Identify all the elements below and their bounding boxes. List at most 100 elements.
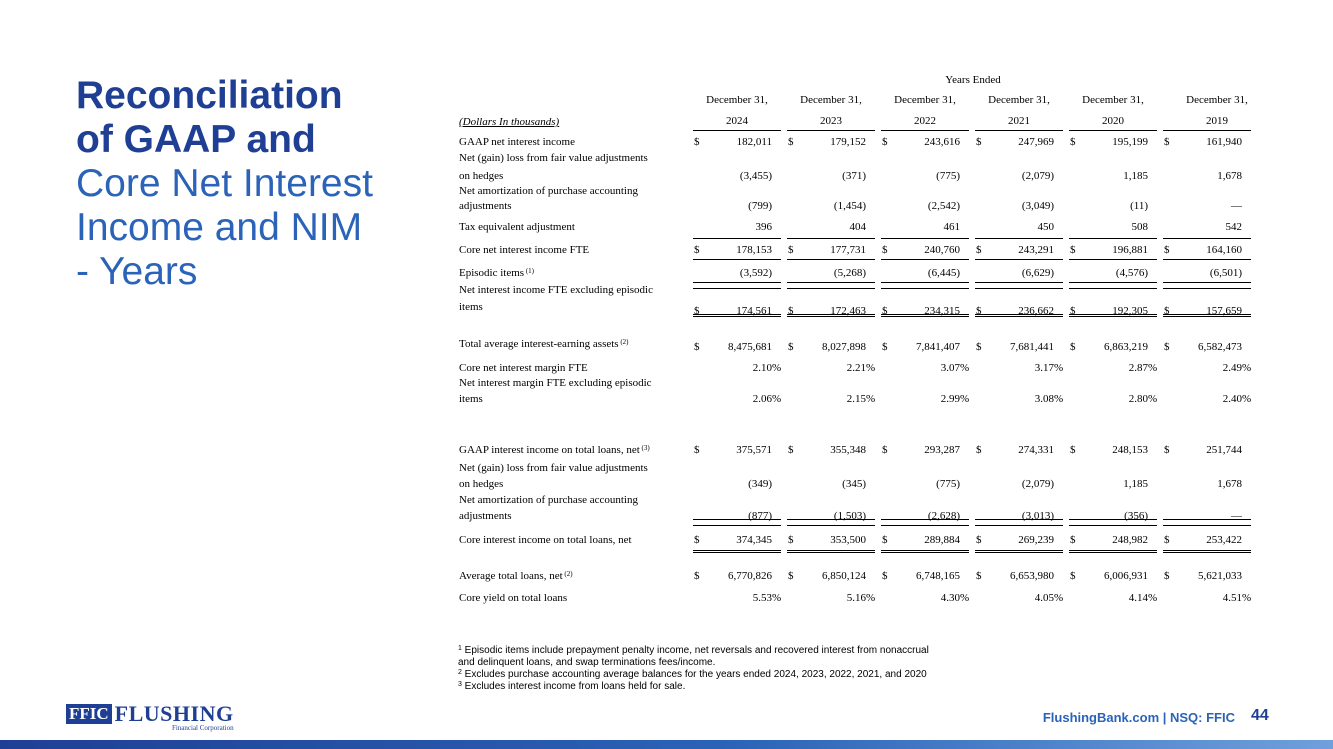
dollar-sign: $ [788,244,794,256]
percent-sign: % [1054,592,1064,604]
percent-sign: % [1242,393,1252,405]
dollar-sign: $ [788,534,794,546]
table-cell-value: 253,422 [1206,534,1242,546]
dollar-sign: $ [1070,341,1076,353]
table-rule [1163,288,1251,289]
table-cell-value: 178,153 [736,244,772,256]
header-rule [693,130,781,131]
table-rule [787,519,875,520]
title-line-2: of GAAP and [76,118,316,161]
title-line-5: - Years [76,250,198,293]
header-rule [1069,130,1157,131]
row-label: GAAP net interest income [459,136,575,148]
row-label: Net (gain) loss from fair value adjustme… [459,152,648,164]
title-line-3: Core Net Interest [76,162,373,205]
table-rule [1163,282,1251,283]
dollar-sign: $ [882,136,888,148]
row-label: adjustments [459,200,512,212]
percent-sign: % [772,393,782,405]
table-cell-value: 240,760 [924,244,960,256]
row-label: Net (gain) loss from fair value adjustme… [459,462,648,474]
dollar-sign: $ [1164,305,1170,317]
table-cell-value: 2.15 [846,393,866,405]
footnote-number: 2 [458,669,462,676]
table-cell-value: (1,454) [833,200,866,212]
column-header-year: 2021 [1008,115,1030,127]
dollar-sign: $ [1070,570,1076,582]
percent-sign: % [1148,393,1158,405]
column-header-year: 2024 [726,115,748,127]
table-rule [787,525,875,526]
dollar-sign: $ [788,136,794,148]
table-cell-value: 243,616 [924,136,960,148]
table-cell-value: 374,345 [736,534,772,546]
dollar-sign: $ [1164,341,1170,353]
table-cell-value: 161,940 [1206,136,1242,148]
row-label: Core net interest income FTE [459,244,590,256]
header-rule [975,130,1063,131]
row-label: on hedges [459,170,504,182]
table-rule [881,525,969,526]
percent-sign: % [1054,393,1064,405]
row-label-superscript: (1) [524,267,534,275]
column-header-month: December 31, [1082,94,1144,106]
dollar-sign: $ [976,444,982,456]
table-cell-value: (371) [842,170,866,182]
table-rule [1163,259,1251,260]
table-rule [787,550,875,553]
table-cell-value: (356) [1124,510,1148,522]
percent-sign: % [1148,362,1158,374]
table-cell-value: 293,287 [924,444,960,456]
footnote-line: 1 Episodic items include prepayment pena… [458,645,929,656]
dollar-sign: $ [694,534,700,546]
table-rule [881,238,969,239]
table-cell-value: 404 [849,221,867,233]
row-label-superscript: (3) [639,444,650,452]
column-header-year: 2023 [820,115,842,127]
header-rule [881,130,969,131]
table-rule [1069,282,1157,283]
table-cell-value: 6,748,165 [916,570,960,582]
table-cell-value: 2.49 [1222,362,1242,374]
table-cell-value: 2.80 [1128,393,1148,405]
table-cell-value: 2.87 [1128,362,1148,374]
percent-sign: % [1148,592,1158,604]
row-label: GAAP interest income on total loans, net… [459,444,650,456]
dollar-sign: $ [882,570,888,582]
table-cell-value: 1,185 [1123,478,1148,490]
percent-sign: % [866,393,876,405]
dollar-sign: $ [1070,244,1076,256]
table-rule [1069,238,1157,239]
table-cell-value: 6,582,473 [1198,341,1242,353]
dollar-sign: $ [1070,444,1076,456]
table-cell-value: (6,501) [1209,267,1242,279]
dollar-sign: $ [882,341,888,353]
row-label: Net interest income FTE excluding episod… [459,284,653,296]
row-label: Episodic items (1) [459,267,534,279]
table-cell-value: 2.10 [752,362,772,374]
dollar-sign: $ [1164,136,1170,148]
table-cell-value: — [1231,510,1242,522]
table-cell-value: (2,079) [1021,478,1054,490]
table-cell-value: 2.40 [1222,393,1242,405]
table-cell-value: (775) [936,478,960,490]
table-rule [1069,550,1157,553]
table-cell-value: 6,850,124 [822,570,866,582]
dollar-sign: $ [1164,534,1170,546]
table-cell-value: 3.08 [1034,393,1054,405]
table-cell-value: 5.53 [752,592,772,604]
dollar-sign: $ [1164,244,1170,256]
row-label-superscript: (2) [618,338,629,346]
table-cell-value: 7,841,407 [916,341,960,353]
table-rule [881,288,969,289]
table-cell-value: (3,049) [1021,200,1054,212]
dollar-sign: $ [976,305,982,317]
column-header-year: 2019 [1206,115,1228,127]
column-header-month: December 31, [1186,94,1248,106]
logo-name: FLUSHING [114,701,234,726]
table-rule [881,282,969,283]
column-header-year: 2020 [1102,115,1124,127]
page-number: 44 [1251,707,1269,724]
table-cell-value: (11) [1130,200,1148,212]
table-cell-value: 450 [1037,221,1055,233]
